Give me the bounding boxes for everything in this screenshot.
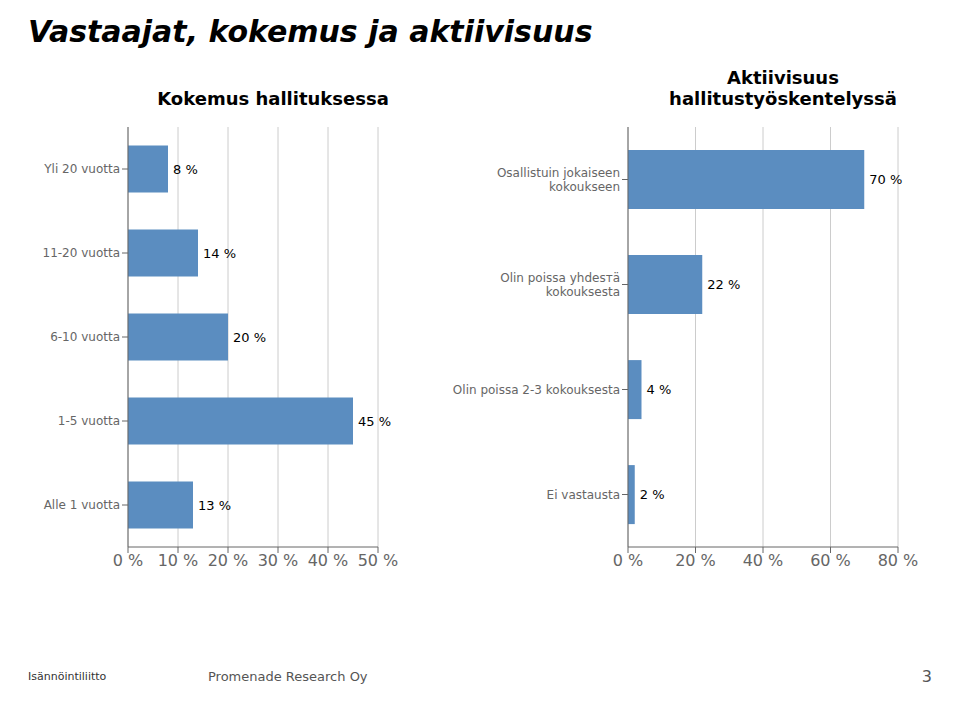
svg-text:Olin poissa yhdesтäkokouksesta: Olin poissa yhdesтäkokouksesta — [500, 270, 620, 298]
svg-text:45 %: 45 % — [358, 414, 391, 429]
svg-text:40 %: 40 % — [743, 551, 784, 570]
svg-text:Alle 1 vuotta: Alle 1 vuotta — [44, 498, 120, 512]
svg-text:11-20 vuotta: 11-20 vuotta — [43, 246, 121, 260]
html-text:Isännöintiliitto: Isännöintiliitto — [28, 670, 107, 683]
svg-text:Osallistuin jokaiseenkokouksee: Osallistuin jokaiseenkokoukseen — [497, 165, 620, 193]
svg-text:Olin poissa 2-3 kokouksesta: Olin poissa 2-3 kokouksesta — [453, 382, 620, 396]
svg-text:14 %: 14 % — [203, 246, 236, 261]
html-text:Vastaajat, kokemus ja aktiivis: Vastaajat, kokemus ja aktiivisuus — [28, 14, 593, 49]
svg-text:60 %: 60 % — [810, 551, 851, 570]
svg-text:20 %: 20 % — [208, 551, 249, 570]
svg-text:6-10 vuotta: 6-10 vuotta — [50, 330, 120, 344]
svg-text:4 %: 4 % — [647, 382, 672, 397]
svg-text:13 %: 13 % — [198, 498, 231, 513]
svg-text:10 %: 10 % — [158, 551, 199, 570]
html-text:3: 3 — [921, 667, 932, 686]
svg-text:80 %: 80 % — [878, 551, 919, 570]
svg-text:2 %: 2 % — [640, 487, 665, 502]
svg-text:1-5 vuotta: 1-5 vuotta — [58, 414, 120, 428]
html-text:Promenade Research Oy: Promenade Research Oy — [208, 669, 368, 684]
svg-text:0 %: 0 % — [113, 551, 143, 570]
svg-text:8 %: 8 % — [173, 162, 198, 177]
svg-text:50 %: 50 % — [358, 551, 399, 570]
svg-text:70 %: 70 % — [869, 172, 902, 187]
svg-text:0 %: 0 % — [613, 551, 643, 570]
svg-text:30 %: 30 % — [258, 551, 299, 570]
svg-text:40 %: 40 % — [308, 551, 349, 570]
svg-text:20 %: 20 % — [675, 551, 716, 570]
svg-text:Yli 20 vuotta: Yli 20 vuotta — [43, 162, 120, 176]
html-text:Kokemus hallituksessa: Kokemus hallituksessa — [157, 88, 389, 109]
html-text:Aktiivisuus: Aktiivisuus — [727, 67, 839, 88]
html-text:hallitustyöskentelyssä: hallitustyöskentelyssä — [669, 88, 897, 109]
svg-text:22 %: 22 % — [707, 277, 740, 292]
svg-text:Ei vastausta: Ei vastausta — [547, 487, 620, 501]
svg-text:20 %: 20 % — [233, 330, 266, 345]
